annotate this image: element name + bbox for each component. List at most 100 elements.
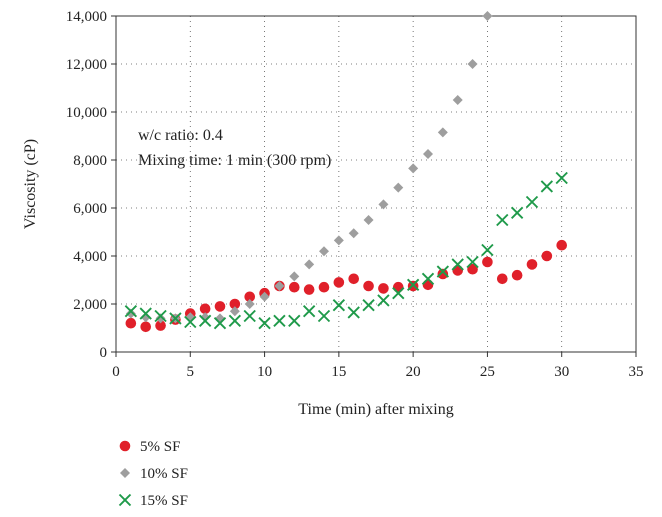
data-point	[378, 283, 389, 294]
data-point	[154, 309, 167, 323]
data-point	[377, 294, 390, 307]
legend-symbol	[120, 468, 130, 478]
data-point	[421, 272, 435, 285]
legend-symbol	[119, 440, 131, 452]
data-point	[244, 299, 255, 309]
series-3	[124, 171, 568, 330]
y-tick-label: 6,000	[73, 201, 107, 217]
legend-label: 5% SF	[140, 439, 180, 455]
data-point	[125, 308, 136, 319]
data-point	[556, 239, 568, 251]
data-point	[348, 228, 359, 239]
data-point	[155, 313, 166, 324]
data-point	[423, 149, 433, 159]
legend-label: 15% SF	[140, 493, 188, 509]
data-point	[303, 284, 315, 295]
data-point	[198, 314, 212, 327]
data-point	[540, 180, 554, 193]
data-series	[124, 11, 568, 333]
y-axis: 0 2,000 4,000 6,000 8,000 10,000 12,000 14,000	[66, 9, 116, 361]
data-point	[229, 306, 240, 317]
data-point	[541, 250, 553, 262]
y-tick-label: 14,000	[66, 9, 107, 25]
x-tick-label: 10	[257, 364, 272, 380]
x-tick-label: 25	[480, 364, 495, 380]
data-point	[436, 265, 450, 278]
data-point	[213, 317, 227, 330]
data-point	[124, 305, 138, 318]
data-point	[452, 95, 463, 105]
data-point	[244, 291, 256, 303]
data-point	[451, 258, 464, 271]
data-point	[467, 59, 478, 69]
annotation-mixing-time: Mixing time: 1 min (300 rpm)	[138, 152, 331, 169]
y-tick-label: 0	[100, 345, 108, 361]
data-point	[229, 298, 241, 310]
data-point	[139, 307, 152, 320]
data-point	[466, 255, 479, 269]
legend: 5% SF 10% SF 15% SF	[118, 439, 188, 509]
data-point	[481, 243, 494, 257]
data-point	[496, 273, 508, 285]
data-point	[348, 273, 360, 285]
data-point	[140, 321, 152, 333]
y-tick-label: 8,000	[73, 153, 107, 169]
y-tick-label: 10,000	[66, 105, 107, 121]
data-point	[243, 309, 256, 323]
x-tick-label: 35	[629, 364, 644, 380]
data-point	[273, 314, 286, 327]
x-tick-label: 30	[554, 364, 569, 380]
data-point	[304, 259, 315, 270]
data-point	[140, 312, 151, 323]
data-point	[214, 301, 226, 312]
data-point	[288, 314, 301, 327]
data-point	[482, 256, 493, 268]
data-point	[363, 215, 374, 225]
data-point	[302, 305, 316, 318]
data-point	[378, 199, 389, 210]
grid-lines	[116, 16, 636, 352]
data-point	[184, 315, 197, 329]
data-point	[347, 306, 360, 319]
data-point	[525, 195, 539, 209]
data-point	[200, 312, 211, 323]
data-point	[510, 206, 524, 219]
data-point	[125, 317, 137, 329]
x-tick-label: 0	[112, 364, 120, 380]
annotation-wc-ratio: w/c ratio: 0.4	[138, 127, 223, 144]
legend-marker-circle	[119, 440, 131, 452]
data-point	[363, 280, 374, 292]
plot-area-frame	[115, 15, 637, 353]
data-point	[406, 278, 420, 291]
legend-item-5-sf: 5% SF	[119, 439, 180, 455]
data-point	[333, 277, 345, 288]
data-point	[318, 281, 330, 293]
data-point	[467, 263, 478, 275]
data-point	[482, 11, 493, 21]
data-point	[274, 281, 285, 291]
data-point	[169, 312, 182, 325]
legend-item-15-sf: 15% SF	[118, 493, 188, 509]
data-point	[332, 299, 346, 312]
data-point	[362, 299, 375, 312]
y-axis-label: Viscosity (cP)	[22, 139, 39, 229]
y-tick-label: 12,000	[66, 57, 107, 73]
data-point	[333, 235, 344, 246]
x-tick-label: 15	[331, 364, 346, 380]
data-point	[199, 303, 211, 315]
data-point	[155, 320, 166, 331]
data-point	[319, 246, 329, 257]
legend-label: 10% SF	[140, 466, 188, 482]
data-point	[437, 268, 449, 280]
legend-marker-x	[118, 493, 132, 507]
data-point	[228, 314, 242, 327]
data-point	[408, 163, 419, 174]
y-tick-label: 4,000	[73, 249, 107, 265]
x-axis: 0 5 10 15 20 25 30 35	[112, 352, 644, 380]
data-point	[526, 259, 538, 270]
data-point	[289, 271, 300, 282]
data-point	[452, 265, 464, 276]
data-point	[555, 171, 568, 185]
x-tick-label: 5	[187, 364, 195, 380]
